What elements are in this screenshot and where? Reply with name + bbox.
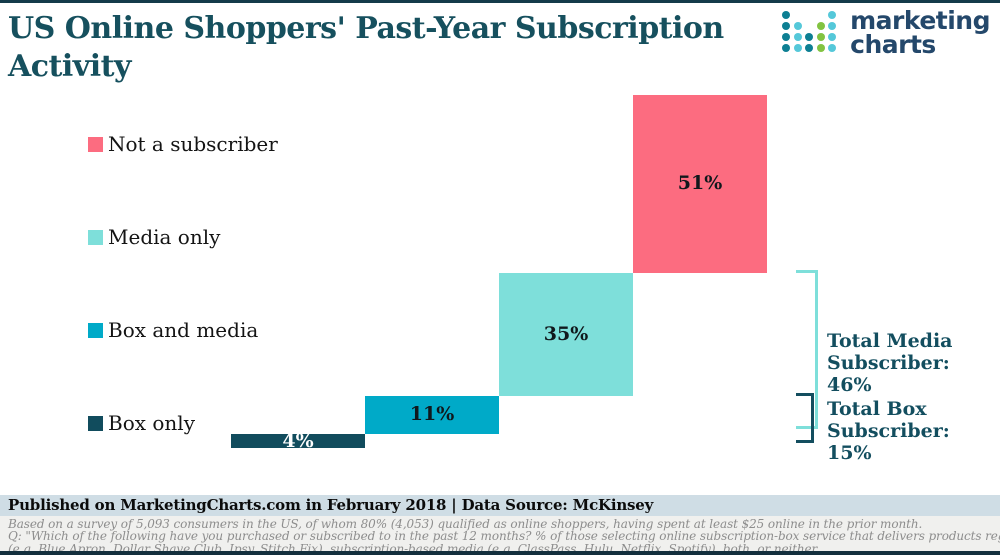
total-media-bracket	[796, 270, 818, 429]
bar-not-a-subscriber: 51%	[633, 94, 767, 273]
legend-label: Media only	[108, 225, 221, 249]
legend-label: Box and media	[108, 318, 259, 342]
legend-swatch-icon	[88, 229, 103, 245]
logo-wordmark: marketing charts	[850, 6, 990, 59]
legend-item-media-only: Media only	[88, 225, 221, 249]
bar-value-label: 35%	[543, 322, 589, 345]
logo-dot-icon	[782, 44, 791, 52]
legend-swatch-icon	[88, 415, 103, 431]
logo-dot-icon	[828, 44, 837, 52]
logo-dot-icon	[782, 11, 791, 19]
logo-word-marketing: marketing	[850, 6, 990, 35]
top-border-rule	[0, 0, 1000, 3]
bar-media-only: 35%	[499, 273, 633, 396]
legend-swatch-icon	[88, 322, 103, 338]
bar-value-label: 4%	[282, 429, 314, 452]
logo-dot-icon	[816, 22, 825, 30]
footnote-line-1: Based on a survey of 5,093 consumers in …	[8, 517, 923, 531]
logo-dot-icon	[782, 33, 791, 41]
footnotes: Based on a survey of 5,093 consumers in …	[0, 516, 1000, 555]
bar-box-and-media: 11%	[365, 395, 499, 434]
footnote-line-2: Q: "Which of the following have you purc…	[8, 529, 1000, 544]
logo-word-charts: charts	[850, 30, 936, 59]
legend-label: Not a subscriber	[108, 132, 278, 156]
marketingcharts-logo: marketing charts	[782, 6, 990, 59]
logo-dot-icon	[782, 22, 791, 30]
logo-dots-icon	[782, 11, 837, 52]
published-bar: Published on MarketingCharts.com in Febr…	[0, 495, 1000, 516]
legend-item-box-and-media: Box and media	[88, 318, 259, 342]
total-box-bracket	[796, 393, 814, 443]
page-title: US Online Shoppers' Past-Year Subscripti…	[8, 11, 724, 84]
logo-dot-icon	[816, 33, 825, 41]
legend-label: Box only	[108, 411, 195, 435]
logo-dot-icon	[793, 22, 802, 30]
logo-dot-icon	[793, 44, 802, 52]
bottom-border-rule	[0, 551, 1000, 555]
legend-swatch-icon	[88, 136, 103, 152]
legend-item-not-a-subscriber: Not a subscriber	[88, 132, 278, 156]
legend-item-box-only: Box only	[88, 411, 195, 435]
logo-dot-icon	[793, 33, 802, 41]
logo-dot-icon	[805, 33, 814, 41]
bar-box-only: 4%	[231, 429, 365, 452]
logo-dot-icon	[828, 33, 837, 41]
logo-dot-icon	[816, 44, 825, 52]
logo-dot-icon	[828, 22, 837, 30]
bar-value-label: 11%	[409, 403, 455, 426]
total-media-annotation: Total Media Subscriber: 46%	[827, 330, 953, 396]
total-box-annotation: Total Box Subscriber: 15%	[827, 398, 950, 464]
logo-dot-icon	[828, 11, 837, 19]
logo-dot-icon	[805, 44, 814, 52]
published-text: Published on MarketingCharts.com in Febr…	[8, 496, 654, 514]
bar-value-label: 51%	[677, 172, 723, 195]
